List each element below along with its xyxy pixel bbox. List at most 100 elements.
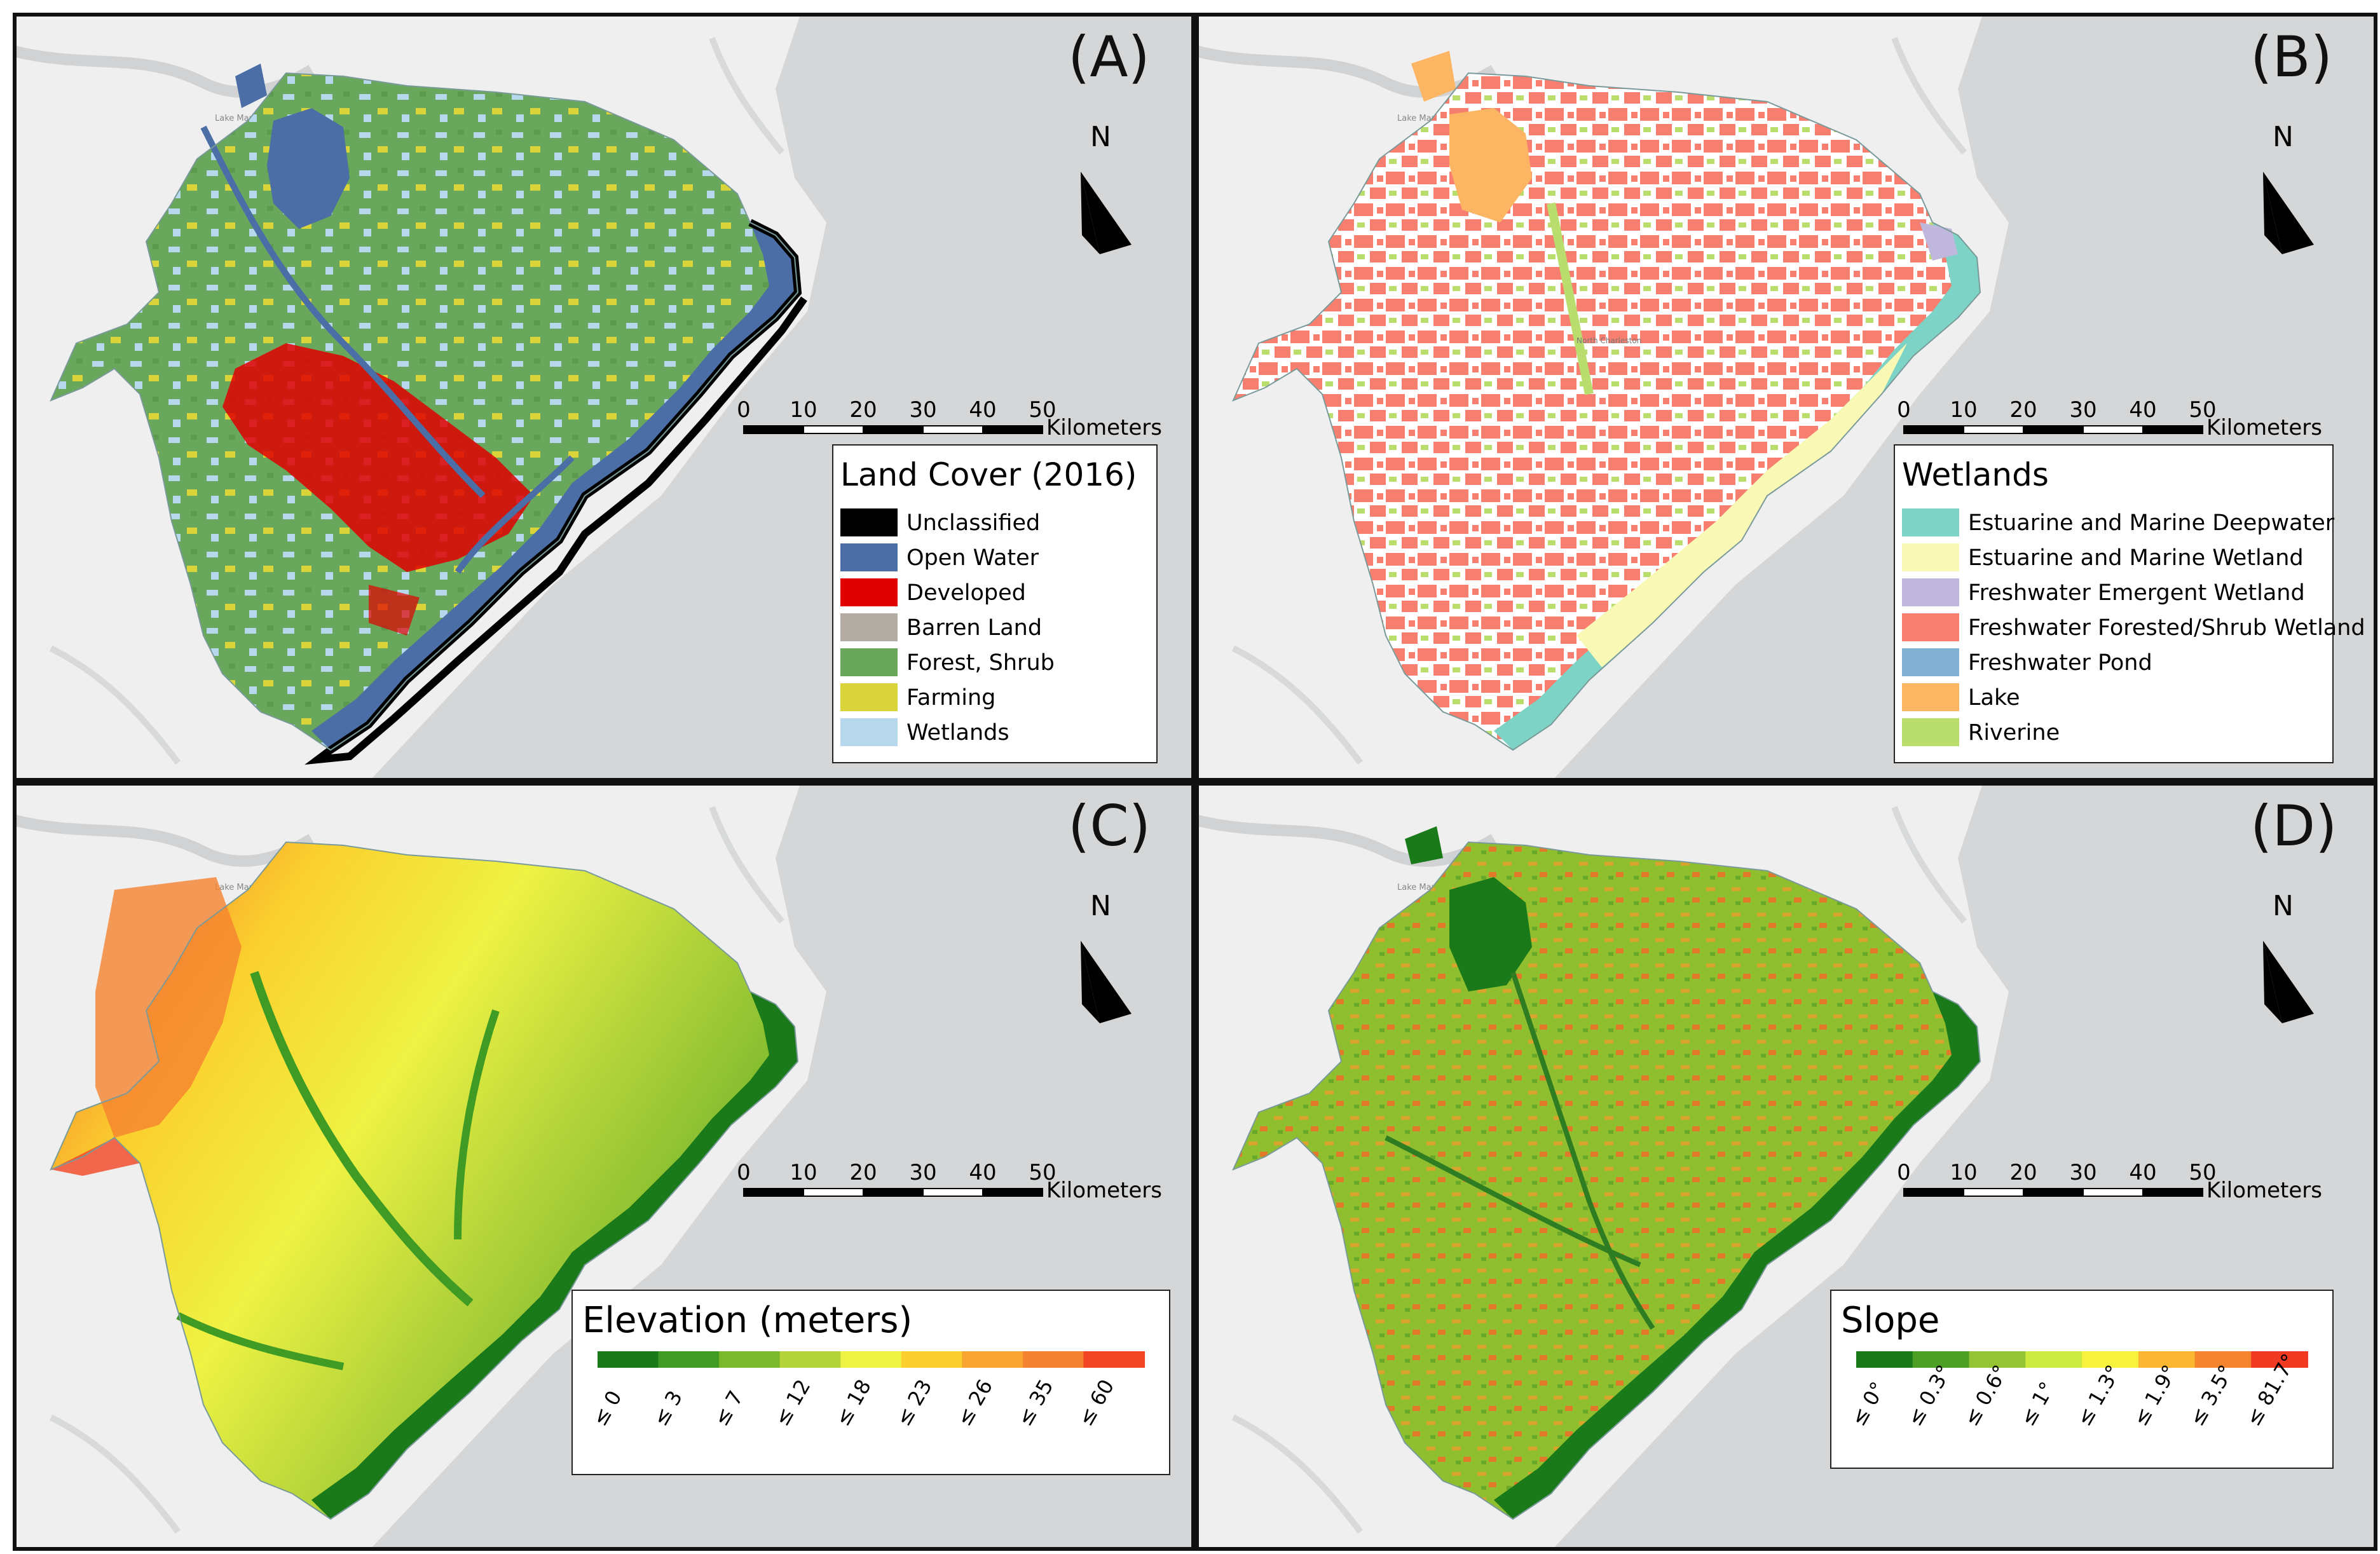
ramp-class — [719, 1351, 781, 1368]
legend-title: Land Cover (2016) — [840, 456, 1137, 493]
scale-segment — [743, 1188, 804, 1197]
legend: Wetlands Estuarine and Marine Deepwater Es… — [1894, 444, 2365, 763]
lake-marion — [267, 108, 350, 229]
scale-segment — [922, 425, 983, 434]
legend-swatch — [840, 648, 898, 676]
ramp-class — [1969, 1351, 2027, 1368]
ramp-class — [1912, 1351, 1970, 1368]
river-channel — [200, 125, 486, 498]
scale-tick: 40 — [2129, 1160, 2156, 1185]
scale-tick: 10 — [790, 1160, 817, 1185]
legend-label: Unclassified — [906, 510, 1040, 536]
legend-swatch — [840, 683, 898, 711]
river-line — [709, 37, 784, 155]
scale-segment — [2142, 1188, 2203, 1197]
panel-border — [1195, 782, 2377, 1551]
north-arrow-shape — [2263, 172, 2314, 254]
ramp-class — [1083, 1351, 1145, 1368]
river-line — [709, 806, 784, 924]
scale-tick: 40 — [969, 1160, 996, 1185]
legend-box — [1894, 444, 2334, 763]
scale-segment — [982, 425, 1043, 434]
study-region — [50, 64, 807, 765]
north-arrow: N — [2263, 121, 2314, 254]
scale-segment — [863, 425, 924, 434]
legend-label: Freshwater Pond — [1968, 650, 2152, 676]
scale-tick: 30 — [2069, 397, 2096, 423]
legend-label: Wetlands — [906, 720, 1009, 746]
scale-tick: 20 — [2009, 1160, 2037, 1185]
scale-tick: 40 — [2129, 397, 2156, 423]
scale-tick: 0 — [1897, 1160, 1911, 1185]
ramp-class — [901, 1351, 963, 1368]
legend-label: Forest, Shrub — [906, 650, 1055, 676]
scale-segment — [982, 1188, 1043, 1197]
ramp-class — [2138, 1351, 2196, 1368]
panel-label: (D) — [2250, 793, 2337, 859]
panel-label: (A) — [1068, 24, 1150, 90]
legend-swatch — [1902, 683, 1959, 711]
ramp-class — [2082, 1351, 2139, 1368]
developed-area — [222, 343, 534, 572]
valley — [1385, 1135, 1641, 1267]
developed-area — [369, 585, 420, 636]
legend-swatch — [1902, 718, 1959, 746]
scale-segment — [1903, 425, 1964, 434]
scale-tick: 20 — [849, 1160, 877, 1185]
ramp-class — [2194, 1351, 2252, 1368]
scale-segment — [743, 425, 804, 434]
scale-segment — [922, 1188, 983, 1197]
legend-swatch — [1902, 578, 1959, 606]
ramp-class — [598, 1351, 659, 1368]
valley — [250, 971, 474, 1307]
scale-tick: 30 — [909, 397, 936, 423]
legend-label: Lake — [1968, 685, 2020, 711]
ramp-class — [1856, 1351, 1913, 1368]
scale-tick: 10 — [790, 397, 817, 423]
scale-tick: 50 — [1029, 397, 1056, 423]
study-region: North Charleston — [1233, 51, 1981, 751]
legend-label: Open Water — [906, 545, 1039, 571]
north-arrow-label: N — [1090, 890, 1111, 922]
legend-swatch — [1902, 543, 1959, 571]
lake-moultrie — [1405, 826, 1443, 864]
ramp-class — [658, 1351, 720, 1368]
legend-box — [1830, 1290, 2334, 1469]
scale-tick: 0 — [737, 397, 751, 423]
emergent-wetland — [1920, 222, 1958, 261]
scale-tick: 50 — [2189, 397, 2216, 423]
north-arrow-label: N — [2273, 121, 2294, 153]
legend-title: Elevation (meters) — [582, 1300, 912, 1341]
study-region — [1233, 826, 1981, 1520]
high-elevation — [95, 877, 242, 1138]
high-elevation — [51, 1138, 140, 1176]
scale-unit: Kilometers — [1046, 415, 1162, 440]
riverine — [1547, 202, 1594, 395]
legend-swatch — [1902, 648, 1959, 676]
river-channel — [455, 455, 575, 574]
scale-segment — [2023, 425, 2084, 434]
scale-tick: 0 — [1897, 397, 1911, 423]
panel-label: (B) — [2250, 24, 2332, 90]
ramp-class — [2251, 1351, 2308, 1368]
legend-swatch — [840, 718, 898, 746]
scale-segment — [2082, 425, 2144, 434]
legend-label: Barren Land — [906, 615, 1042, 641]
scale-tick: 30 — [2069, 1160, 2096, 1185]
legend-swatch — [840, 543, 898, 571]
scale-tick: 50 — [2189, 1160, 2216, 1185]
legend-label: Estuarine and Marine Wetland — [1968, 545, 2304, 571]
scale-segment — [803, 425, 864, 434]
study-region — [50, 842, 798, 1520]
panel-A: Lake Marion(A)N0 10 20 30 40 50KilometersLand… — [13, 13, 1195, 782]
ramp-class — [779, 1351, 842, 1368]
panel-label: (C) — [1068, 793, 1151, 859]
scale-tick: 20 — [849, 397, 877, 423]
place-label: North Charleston — [1576, 336, 1641, 345]
legend-swatch — [1902, 613, 1959, 641]
river-line — [1891, 806, 1967, 924]
